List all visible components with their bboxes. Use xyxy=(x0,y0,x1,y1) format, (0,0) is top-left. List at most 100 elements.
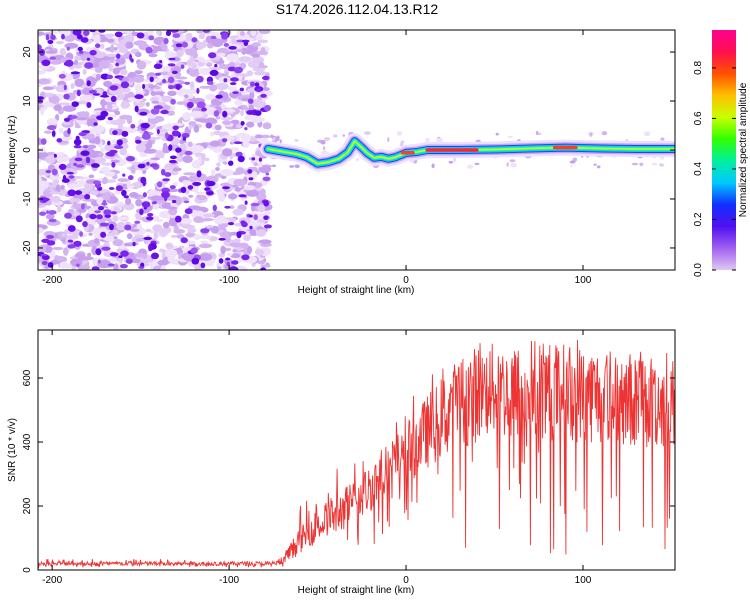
noise-speck xyxy=(100,147,105,153)
noise-speck xyxy=(248,104,254,112)
y-tick-label: 20 xyxy=(22,46,33,58)
noise-speck xyxy=(109,149,118,154)
noise-speck xyxy=(165,30,172,37)
noise-speck xyxy=(53,178,59,185)
noise-speck xyxy=(79,231,83,237)
noise-speck xyxy=(67,239,74,243)
noise-speck xyxy=(256,192,267,201)
noise-speck xyxy=(118,76,123,81)
noise-speck xyxy=(221,91,229,101)
noise-speck xyxy=(135,212,142,220)
noise-speck xyxy=(141,132,151,140)
noise-speck xyxy=(220,245,226,255)
noise-speck xyxy=(182,112,191,121)
noise-speck xyxy=(86,80,91,87)
noise-speck xyxy=(200,153,206,161)
noise-speck xyxy=(165,242,174,250)
noise-speck xyxy=(255,110,262,116)
noise-speck xyxy=(48,218,57,223)
noise-speck xyxy=(146,216,154,221)
noise-speck xyxy=(265,172,270,176)
noise-speck xyxy=(240,121,245,126)
noise-speck xyxy=(64,42,79,49)
noise-speck xyxy=(150,157,161,161)
noise-speck xyxy=(41,238,50,243)
noise-speck xyxy=(136,32,145,39)
x-tick-label: 100 xyxy=(575,275,592,286)
noise-speck xyxy=(208,66,222,71)
noise-speck xyxy=(363,131,371,135)
noise-speck xyxy=(256,88,262,92)
noise-speck xyxy=(247,169,253,174)
x-tick-label: 0 xyxy=(403,575,409,586)
noise-speck xyxy=(495,132,499,136)
noise-speck xyxy=(250,202,260,207)
noise-speck xyxy=(172,56,181,62)
noise-speck xyxy=(66,46,71,51)
noise-speck xyxy=(263,215,269,220)
noise-speck xyxy=(123,242,135,247)
noise-speck xyxy=(130,165,136,174)
noise-speck xyxy=(110,159,120,163)
noise-speck xyxy=(222,120,232,125)
noise-speck xyxy=(232,91,239,94)
noise-speck xyxy=(38,96,44,100)
noise-speck xyxy=(108,187,115,190)
noise-speck xyxy=(86,144,97,149)
spectrogram-y-label: Frequency (Hz) xyxy=(7,116,18,185)
noise-speck xyxy=(219,219,230,224)
noise-speck xyxy=(76,263,80,268)
noise-speck xyxy=(106,102,113,111)
noise-speck xyxy=(209,140,221,147)
noise-speck xyxy=(431,163,435,169)
noise-speck xyxy=(56,138,63,143)
noise-speck xyxy=(106,74,114,80)
noise-speck xyxy=(198,243,213,249)
noise-speck xyxy=(162,148,171,154)
noise-speck xyxy=(110,211,117,215)
noise-speck xyxy=(136,223,142,230)
noise-speck xyxy=(169,170,179,176)
noise-speck xyxy=(122,173,126,177)
noise-speck xyxy=(93,61,99,67)
noise-speck xyxy=(263,224,272,229)
noise-speck xyxy=(63,117,71,122)
noise-speck xyxy=(187,141,193,147)
noise-speck xyxy=(95,43,101,48)
noise-speck xyxy=(132,75,145,83)
noise-speck xyxy=(75,164,85,168)
noise-speck xyxy=(224,205,231,209)
noise-speck xyxy=(109,195,117,201)
noise-speck xyxy=(257,39,269,44)
noise-speck xyxy=(387,137,390,143)
noise-speck xyxy=(124,126,138,132)
noise-speck xyxy=(169,30,179,33)
noise-speck xyxy=(69,197,81,204)
noise-speck xyxy=(399,142,404,146)
noise-speck xyxy=(199,234,212,240)
noise-speck xyxy=(117,122,123,130)
noise-speck xyxy=(237,155,245,163)
noise-speck xyxy=(145,46,153,54)
noise-speck xyxy=(71,101,79,107)
noise-speck xyxy=(321,150,328,155)
noise-speck xyxy=(119,147,127,156)
noise-speck xyxy=(199,85,212,89)
noise-speck xyxy=(243,234,251,242)
noise-speck xyxy=(253,162,259,167)
noise-speck xyxy=(223,43,229,47)
noise-speck xyxy=(186,59,193,67)
noise-speck xyxy=(46,118,58,126)
noise-speck xyxy=(77,46,84,52)
noise-speck xyxy=(49,191,60,195)
colorbar: 0.0 0.2 0.4 0.6 0.8 Normalized spectral ampl… xyxy=(693,30,749,277)
noise-speck xyxy=(111,161,116,168)
noise-speck xyxy=(175,215,182,223)
noise-speck xyxy=(114,96,125,101)
noise-speck xyxy=(193,216,204,224)
noise-speck xyxy=(320,140,326,145)
noise-speck xyxy=(94,66,103,73)
noise-speck xyxy=(67,244,76,249)
noise-speck xyxy=(279,139,282,144)
noise-speck xyxy=(126,184,135,189)
